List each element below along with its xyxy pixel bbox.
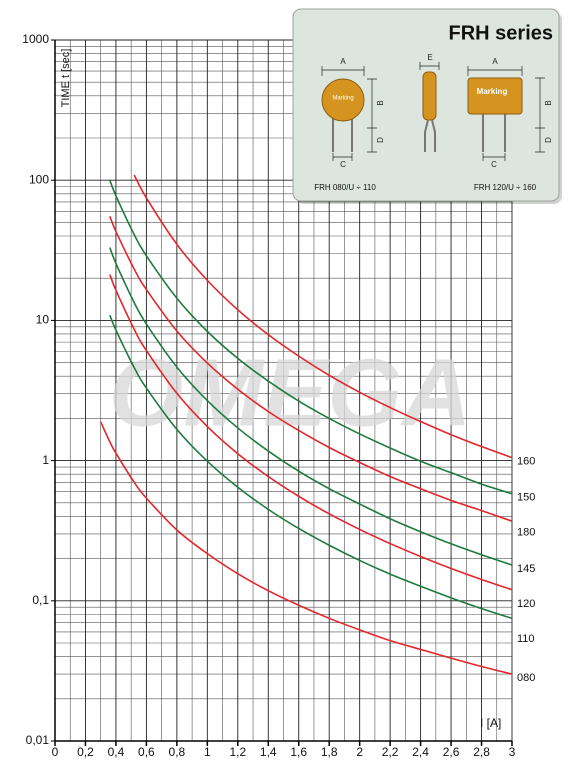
series-label: 145 [517, 563, 535, 575]
series-line [109, 274, 513, 591]
series-label: 160 [517, 456, 535, 468]
lead [424, 119, 436, 152]
dim-label: C [340, 160, 346, 169]
x-tick-label: 1 [204, 745, 211, 759]
x-tick-label: 2 [356, 745, 363, 759]
marking: Marking [332, 96, 353, 102]
x-tick-label: 1,2 [229, 745, 246, 759]
x-tick-label: 1,6 [290, 745, 307, 759]
y-tick-label: 100 [29, 172, 49, 186]
series-label: 150 [517, 492, 535, 504]
series-line [109, 179, 513, 495]
series-line [133, 174, 513, 459]
series-line [109, 247, 513, 566]
dim-line [482, 153, 506, 161]
x-tick-label: 1,4 [260, 745, 277, 759]
inset: FRH series Marking A B D C FRH 080/U ÷ 1… [292, 8, 562, 204]
series-label: 120 [517, 598, 535, 610]
dim-line [367, 78, 377, 153]
x-tick-label: 0,2 [77, 745, 94, 759]
x-tick-label: 1,8 [321, 745, 338, 759]
y-tick-label: 0,1 [32, 593, 49, 607]
caption: FRH 120/U ÷ 160 [474, 183, 537, 192]
dim-label: B [376, 100, 385, 105]
y-tick-label: 0,01 [26, 733, 50, 747]
x-tick-label: 2,4 [412, 745, 429, 759]
dim-label: A [492, 57, 498, 66]
lines [99, 174, 513, 675]
marking: Marking [477, 87, 508, 96]
x-tick-label: 0 [52, 745, 59, 759]
dim-label: E [427, 53, 432, 62]
y-tick-label: 1000 [22, 32, 49, 46]
x-tick-label: 2,2 [382, 745, 399, 759]
x-tick-label: 0,4 [108, 745, 125, 759]
series-label: 110 [517, 633, 535, 645]
body [467, 77, 523, 115]
dim-line [321, 66, 365, 76]
watermark: OMEGA [109, 339, 472, 446]
y-axis-label: TIME t [sec] [60, 49, 72, 108]
x-tick-label: 0,6 [138, 745, 155, 759]
dim-label: D [376, 137, 385, 143]
series-label: 180 [517, 527, 535, 539]
dim-line [332, 153, 353, 161]
dim-label: C [491, 160, 497, 169]
dim-label: D [544, 137, 553, 143]
series-line [109, 215, 513, 522]
series-line [99, 421, 513, 675]
side-view [422, 71, 437, 121]
x-tick-label: 3 [509, 745, 516, 759]
x-axis-label: I [A] [480, 716, 501, 730]
dim-line [535, 77, 545, 153]
x-tick-label: 2,8 [473, 745, 490, 759]
dim-label: B [544, 100, 553, 105]
caption: FRH 080/U ÷ 110 [314, 183, 376, 192]
series-line [109, 314, 513, 620]
x-tick-label: 2,6 [443, 745, 460, 759]
y-tick-label: 1 [42, 453, 49, 467]
disc [321, 78, 365, 122]
dim-label: A [340, 57, 346, 66]
dim-line [467, 66, 523, 76]
series-label: 080 [517, 672, 535, 684]
y-tick-label: 10 [36, 313, 50, 327]
inset-title: FRH series [449, 22, 554, 44]
dim-line [419, 62, 440, 70]
x-tick-label: 0,8 [169, 745, 186, 759]
